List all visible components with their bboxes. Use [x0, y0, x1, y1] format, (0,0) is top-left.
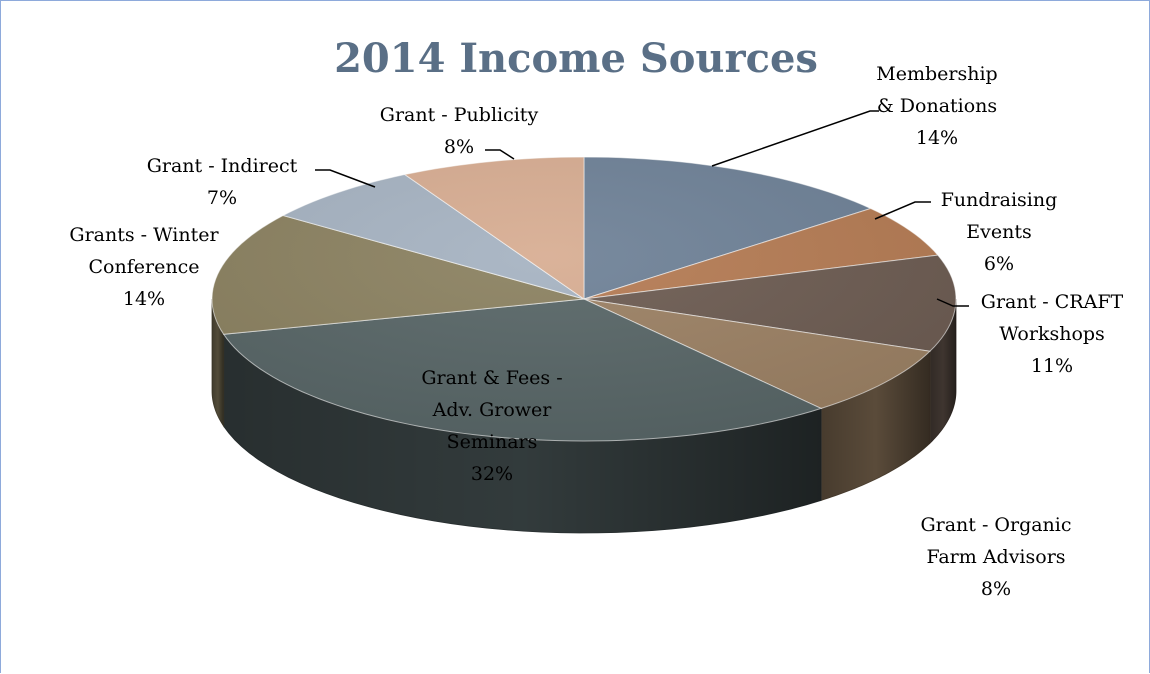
slice-label-7: Grant - Publicity 8%: [380, 104, 539, 158]
leader-line-7: [485, 149, 515, 160]
slice-label-1: Fundraising Events 6%: [941, 189, 1058, 275]
slice-label-5: Grants - Winter Conference 14%: [69, 224, 219, 310]
slice-label-6: Grant - Indirect 7%: [147, 155, 298, 209]
leader-line-0: [711, 110, 879, 167]
pie-slices: [211, 156, 957, 442]
leader-line-6: [315, 169, 376, 188]
slice-side-shade-4: [223, 334, 822, 533]
chart-title: 2014 Income Sources: [334, 35, 818, 82]
leader-line-1: [874, 201, 931, 220]
slice-label-2: Grant - CRAFT Workshops 11%: [981, 291, 1124, 377]
slice-side-shade-2: [929, 299, 956, 444]
slice-label-3: Grant - Organic Farm Advisors 8%: [920, 514, 1071, 600]
leader-line-2: [936, 298, 969, 307]
slice-labels: Membership & Donations 14% Fundraising Event…: [69, 63, 1123, 600]
pie-top-shade: [212, 157, 956, 441]
pie-side-walls: [211, 298, 957, 534]
slice-label-4: Grant & Fees -Adv. Grower Seminars 32%: [421, 367, 562, 485]
slice-side-shade-3: [821, 351, 930, 501]
leader-lines: [315, 110, 969, 307]
slice-label-0: Membership & Donations 14%: [876, 63, 997, 149]
slice-side-shade-5: [212, 299, 224, 427]
